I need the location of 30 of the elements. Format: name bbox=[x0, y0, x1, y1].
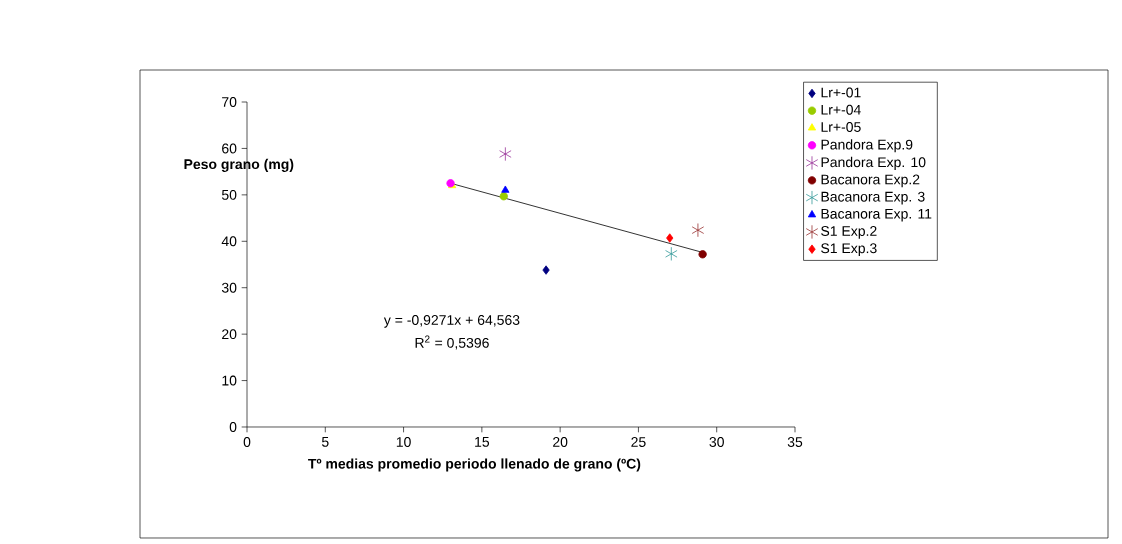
x-axis-title: Tº medias promedio periodo llenado de grano (ºC) bbox=[308, 458, 641, 472]
legend-label: Lr+-01 bbox=[821, 87, 861, 98]
y-tick-label: 60 bbox=[222, 143, 237, 154]
legend-label: Pandora Exp. 10 bbox=[821, 156, 926, 170]
legend-label: Pandora Exp.9 bbox=[821, 139, 913, 153]
y-tick-label: 50 bbox=[221, 189, 237, 200]
x-tick-label: 15 bbox=[475, 437, 490, 447]
x-tick-label: 10 bbox=[396, 437, 411, 447]
y-tick-label: 30 bbox=[221, 282, 237, 293]
y-tick-label: 0 bbox=[229, 422, 237, 432]
x-tick-label: 25 bbox=[631, 437, 646, 447]
legend-label: S1 Exp.2 bbox=[821, 226, 877, 239]
y-tick-label: 40 bbox=[221, 236, 237, 247]
x-tick-label: 5 bbox=[321, 437, 329, 447]
y-axis-title: Peso grano (mg) bbox=[184, 158, 294, 172]
annotation: y = -0,9271x + 64,563 bbox=[383, 315, 520, 328]
x-tick-label: 20 bbox=[553, 437, 568, 447]
y-tick-label: 10 bbox=[222, 375, 237, 386]
y-tick-label: 70 bbox=[222, 97, 237, 107]
legend-label: Lr+-04 bbox=[821, 104, 861, 115]
x-tick-label: 35 bbox=[787, 437, 803, 447]
annotation: R$^{2}$ = 0,5396 bbox=[415, 335, 489, 350]
x-tick-label: 30 bbox=[709, 437, 724, 447]
legend-label: Lr+-05 bbox=[821, 122, 861, 132]
legend-label: S1 Exp.3 bbox=[821, 243, 877, 256]
y-tick-label: 20 bbox=[222, 329, 237, 340]
legend-label: Bacanora Exp. 3 bbox=[821, 191, 925, 205]
legend-label: Bacanora Exp.2 bbox=[821, 174, 920, 188]
legend-label: Bacanora Exp. 11 bbox=[821, 208, 932, 222]
x-tick-label: 0 bbox=[243, 437, 251, 447]
